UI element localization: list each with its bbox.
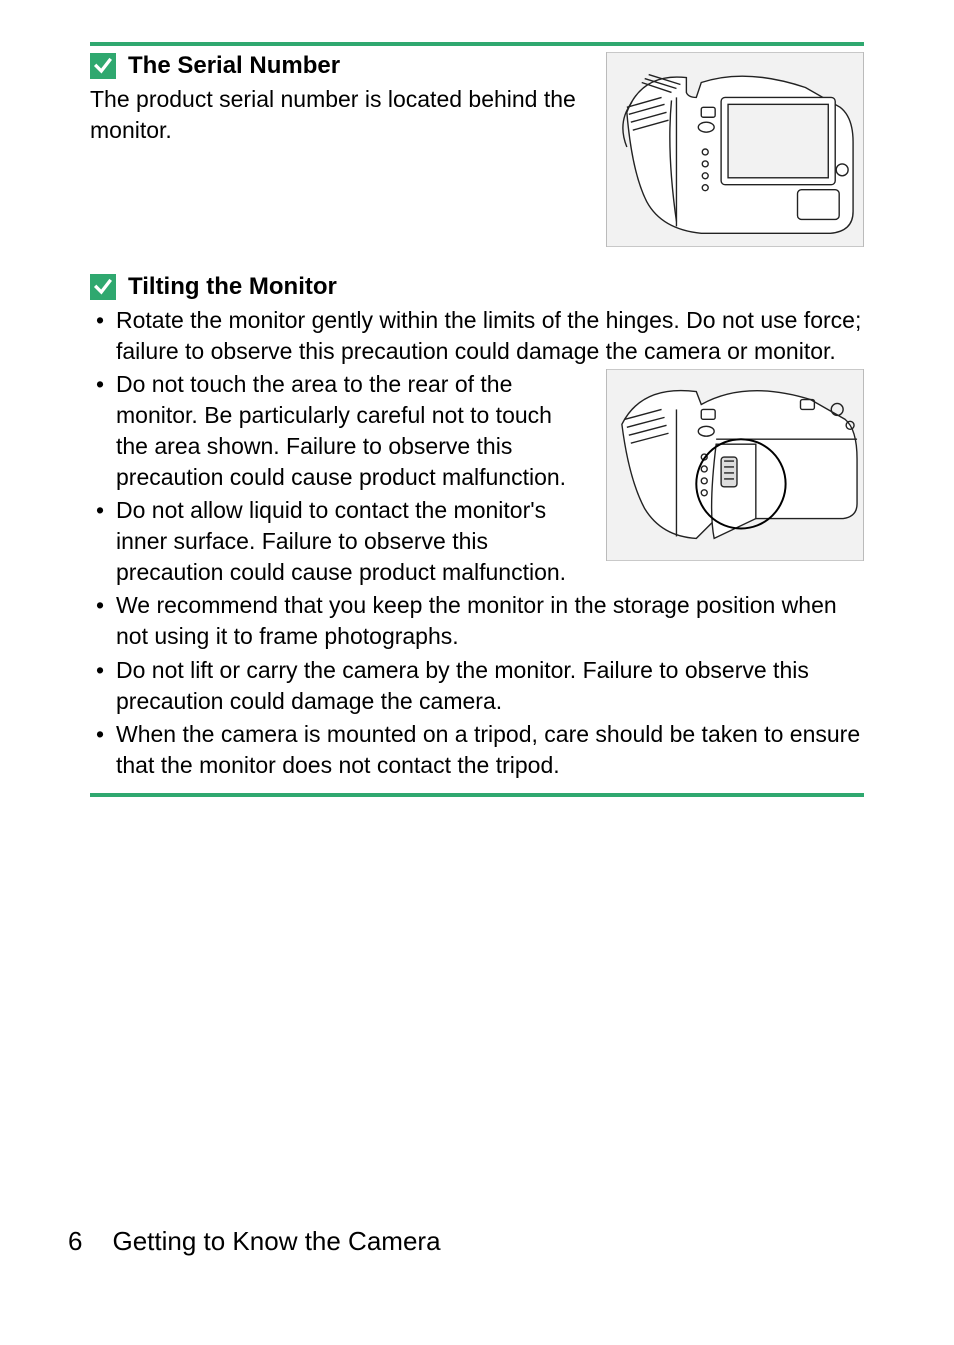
section2-bullet-list-cont: Do not touch the area to the rear of the… [90,369,864,781]
section2-title: Tilting the Monitor [128,273,337,301]
section-top-rule [90,42,864,46]
list-item: Rotate the monitor gently within the lim… [90,305,864,367]
illustration-camera-serial [606,52,864,247]
section1-title: The Serial Number [128,52,340,80]
chapter-title: Getting to Know the Camera [112,1226,440,1257]
check-icon [90,274,116,300]
section2-heading: Tilting the Monitor [90,273,864,301]
list-item: Do not lift or carry the camera by the m… [90,655,864,717]
list-item: We recommend that you keep the monitor i… [90,590,864,652]
section-serial-number: The Serial Number The product serial num… [90,52,864,247]
page-number: 6 [68,1226,82,1257]
list-item: Do not touch the area to the rear of the… [90,369,864,493]
list-item: Do not allow liquid to contact the monit… [90,495,864,588]
page-footer: 6 Getting to Know the Camera [68,1226,441,1257]
section1-paragraph: The product serial number is located beh… [90,84,584,146]
list-item: When the camera is mounted on a tripod, … [90,719,864,781]
section1-text-column: The Serial Number The product serial num… [90,52,584,146]
section2-bullet-list: Rotate the monitor gently within the lim… [90,305,864,367]
manual-page: The Serial Number The product serial num… [0,0,954,1345]
section-bottom-rule [90,793,864,797]
section-tilting-monitor: Rotate the monitor gently within the lim… [90,305,864,783]
section1-heading: The Serial Number [90,52,584,80]
check-icon [90,53,116,79]
